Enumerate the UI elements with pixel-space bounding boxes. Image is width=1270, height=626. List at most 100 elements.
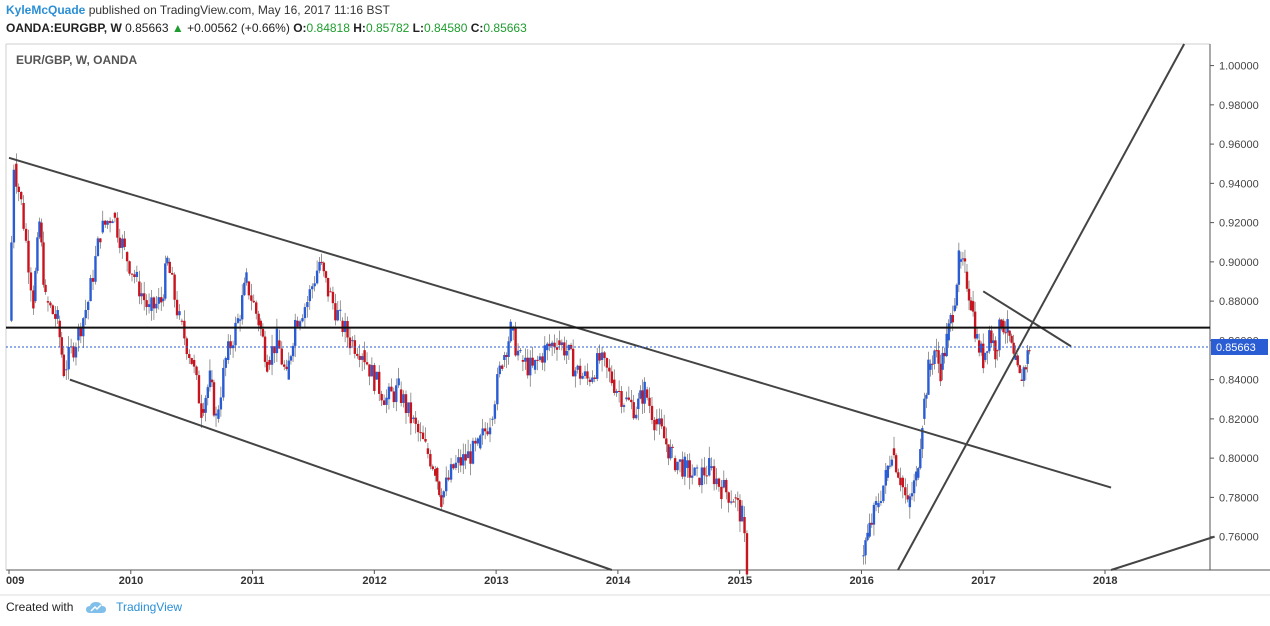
candle-body <box>979 343 983 353</box>
time-axis[interactable]: 009 2010 2011 2012 2013 2014 2015 2016 2017 2018 <box>6 570 1117 587</box>
price-tick-label: 0.76000 <box>1219 532 1259 544</box>
candle-body <box>963 258 967 262</box>
candle-body <box>740 505 744 522</box>
candle-body <box>686 460 689 468</box>
candle-body <box>705 475 708 477</box>
candle-body <box>370 365 374 377</box>
candle-body <box>681 459 684 477</box>
candle-body <box>19 191 23 200</box>
candle-body <box>454 462 458 468</box>
last-price-tag-label: 0.85663 <box>1216 342 1256 354</box>
candle-body <box>870 522 873 525</box>
price-tick-label: 0.90000 <box>1219 257 1259 269</box>
candle-body <box>106 220 109 225</box>
candle-body <box>578 365 582 379</box>
candle-body <box>147 304 151 308</box>
candle-body <box>521 359 525 362</box>
candle-body <box>941 352 944 370</box>
candle-body <box>116 217 119 238</box>
candle-body <box>38 221 41 238</box>
candle-body <box>491 418 494 420</box>
candle-body <box>278 340 281 349</box>
candle-body <box>949 314 952 324</box>
candle-body <box>275 328 279 354</box>
candle-body <box>241 295 244 320</box>
candle-body <box>74 347 78 358</box>
candle-body <box>650 405 654 420</box>
candle-body <box>67 346 70 370</box>
candle-body <box>727 492 730 503</box>
candle-body <box>51 305 55 315</box>
candle-body <box>414 417 417 424</box>
candle-body <box>915 471 918 481</box>
candle-body <box>397 378 400 386</box>
candle-body <box>1012 342 1015 354</box>
candle-body <box>574 370 577 377</box>
candle-body <box>399 389 403 403</box>
candle-body <box>690 475 694 478</box>
candle-body <box>953 305 957 311</box>
candle-body <box>101 220 104 233</box>
candle-body <box>434 469 437 476</box>
author-link[interactable]: KyleMcQuade <box>6 3 86 17</box>
price-tick-label: 1.00000 <box>1219 61 1259 73</box>
candle-body <box>483 428 487 432</box>
candle-body <box>688 460 691 478</box>
candle-body <box>56 310 59 319</box>
candle-body <box>72 346 75 358</box>
candle-body <box>583 371 587 376</box>
candle-body <box>511 326 515 331</box>
candle-body <box>252 300 255 303</box>
candle-body <box>462 454 465 466</box>
candle-body <box>476 438 480 444</box>
candle-body <box>734 497 737 499</box>
candle-body <box>971 301 975 312</box>
candle-body <box>358 355 361 360</box>
last-price: 0.85663 <box>125 21 169 35</box>
candle-body <box>60 337 63 355</box>
candle-body <box>496 374 499 405</box>
candle-body <box>992 340 995 344</box>
candle-body <box>598 353 601 361</box>
candle-body <box>593 377 596 379</box>
open-label: O: <box>293 21 307 35</box>
publish-info: KyleMcQuade published on TradingView.com… <box>6 3 390 17</box>
candle-body <box>943 352 946 357</box>
candle-body <box>373 365 376 391</box>
candle-body <box>613 379 616 393</box>
symbol-label[interactable]: OANDA:EURGBP, W <box>6 21 122 35</box>
candle-body <box>605 358 609 368</box>
candle-body <box>336 310 339 321</box>
candle-body <box>503 355 506 360</box>
tradingview-link[interactable]: TradingView <box>116 600 183 614</box>
candle-body <box>320 261 323 263</box>
candle-body <box>1022 367 1026 381</box>
candle-body <box>459 457 462 466</box>
candle-body <box>222 367 225 398</box>
candle-body <box>967 288 971 301</box>
candle-body <box>62 354 65 377</box>
candle-body <box>243 282 246 296</box>
candles-layer <box>10 153 1031 581</box>
tradingview-cloud-icon <box>85 601 106 613</box>
candle-body <box>571 348 575 377</box>
candle-body <box>360 356 364 360</box>
candle-body <box>486 431 489 435</box>
price-axis[interactable]: 0.760000.780000.800000.820000.840000.860… <box>1210 61 1268 544</box>
candle-body <box>204 397 207 413</box>
candle-body <box>921 428 924 450</box>
candle-body <box>743 517 746 534</box>
candle-body <box>507 341 510 357</box>
candle-body <box>1024 367 1028 370</box>
candle-body <box>882 485 885 502</box>
candle-body <box>104 220 107 225</box>
candle-body <box>708 458 711 476</box>
candle-body <box>717 478 721 487</box>
candle-body <box>40 222 43 243</box>
candle-body <box>175 299 179 316</box>
candle-body <box>234 322 237 346</box>
candle-body <box>416 423 420 433</box>
candle-body <box>238 319 242 321</box>
candle-body <box>442 491 445 498</box>
